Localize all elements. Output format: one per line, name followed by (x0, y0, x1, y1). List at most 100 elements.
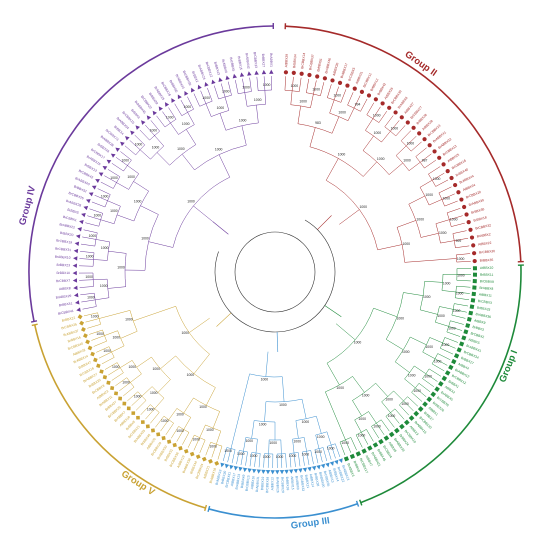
leaf-label: BrABBX39 (468, 198, 484, 207)
tree-branch (290, 90, 293, 105)
leaf-marker (366, 93, 372, 98)
bootstrap-value: 1000 (127, 175, 135, 179)
leaf-label: AtBBX11 (479, 292, 493, 297)
leaf-marker (468, 227, 473, 232)
tree-clade-arc (399, 396, 408, 406)
leaf-marker (355, 451, 361, 457)
bootstrap-value: 1000 (434, 359, 442, 363)
tree-branch (87, 215, 101, 220)
leaf-marker (462, 204, 467, 210)
tree-branch (180, 99, 188, 113)
tree-branch (212, 411, 220, 429)
bootstrap-value: 1000 (187, 373, 195, 377)
bootstrap-value: 1000 (327, 447, 335, 451)
leaf-marker (91, 185, 97, 190)
group-stem (216, 312, 232, 327)
bootstrap-value: 1000 (358, 434, 366, 438)
bootstrap-value: 1000 (100, 284, 108, 288)
leaf-label: BrBBX35 (480, 258, 494, 263)
tree-branch (160, 419, 169, 432)
tree-branch (205, 103, 212, 117)
bootstrap-value: 1000 (373, 113, 381, 117)
leaf-marker (472, 272, 478, 277)
leaf-label: BrCBBX33 (253, 52, 258, 68)
tree-branch (231, 449, 236, 464)
leaf-marker (161, 435, 166, 441)
tree-branch (98, 351, 112, 359)
leaf-label: BrCBBX39 (182, 70, 192, 86)
bootstrap-value: 987 (422, 158, 428, 162)
bootstrap-value: 1000 (289, 454, 297, 458)
leaf-marker (90, 351, 95, 357)
tree-branch (366, 429, 374, 442)
tree-clade-arc (247, 104, 266, 107)
leaf-label: BrCBBX28 (280, 477, 285, 493)
leaf-marker (307, 466, 312, 472)
tree-branch (96, 346, 110, 353)
leaf-label: BrBBX39 (285, 477, 290, 491)
leaf-marker (461, 335, 467, 341)
group-iv-bracket (28, 25, 274, 322)
tree-branch (83, 312, 98, 317)
leaf-marker (184, 90, 189, 96)
tree-branch (395, 125, 406, 137)
leaf-marker (136, 415, 140, 420)
tree-branch (145, 124, 155, 136)
tree-branch (419, 179, 433, 188)
leaf-marker (239, 72, 245, 77)
bootstrap-value: 1000 (302, 453, 310, 457)
leaf-marker (456, 347, 462, 353)
leaf-label: BrCBBX32 (475, 223, 492, 230)
tree-branch (263, 453, 265, 468)
leaf-marker (298, 468, 303, 473)
tree-branch (454, 303, 469, 307)
bootstrap-value: 1000 (86, 254, 94, 258)
group-ii-bracket (285, 25, 522, 262)
tree-branch (316, 416, 322, 434)
leaf-label: BrCBBX33 (299, 475, 305, 491)
leaf-marker (471, 243, 476, 248)
tree-clade-arc (129, 310, 138, 332)
tree-branch (120, 151, 132, 161)
tree-branch (139, 129, 150, 141)
leaf-marker (417, 406, 424, 412)
leaf-label: BrBBX49 (240, 474, 246, 488)
bootstrap-value: 1000 (269, 441, 277, 445)
leaf-label: BrABBX27 (82, 372, 98, 383)
tree-branch (410, 336, 427, 346)
bootstrap-value: 1000 (291, 84, 299, 88)
bootstrap-value: 1000 (413, 389, 421, 393)
bootstrap-value: 1000 (199, 405, 207, 409)
leaf-label: BrBBX45 (376, 448, 386, 462)
tree-branch (355, 434, 363, 448)
tree-branches (79, 76, 471, 468)
leaf-marker (279, 470, 285, 475)
leaf-label: BrBBX20 (60, 231, 74, 237)
leaf-label: BrCBBX6 (436, 396, 450, 408)
leaf-label: BrBBX50 (168, 79, 178, 93)
bootstrap-value: 1000 (150, 391, 158, 395)
leaf-label: BrABBX9 (295, 476, 300, 490)
leaf-marker (399, 115, 404, 120)
leaf-marker (320, 463, 326, 469)
leaf-label: AtBBX1 (428, 406, 439, 417)
leaf-marker (72, 270, 77, 276)
tree-branch (140, 404, 151, 415)
leaf-marker (96, 363, 101, 369)
tree-branch (141, 386, 153, 397)
tree-branch (408, 162, 421, 171)
leaf-label: AtBBX8 (59, 286, 71, 291)
tree-branch (400, 130, 412, 141)
leaf-label: BrBBX27 (261, 54, 266, 68)
tree-branch (325, 391, 334, 411)
bootstrap-value: 1000 (87, 296, 95, 300)
tree-branch (80, 243, 95, 247)
bootstrap-value: 983 (315, 121, 321, 125)
tree-branch (297, 452, 301, 467)
tree-branch (386, 339, 404, 350)
leaf-marker (166, 439, 172, 444)
bootstrap-value: 1000 (408, 373, 416, 377)
leaf-marker (120, 141, 125, 147)
leaf-label: BrABBX3 (346, 463, 355, 478)
leaf-label: BrBBX29 (148, 92, 159, 106)
